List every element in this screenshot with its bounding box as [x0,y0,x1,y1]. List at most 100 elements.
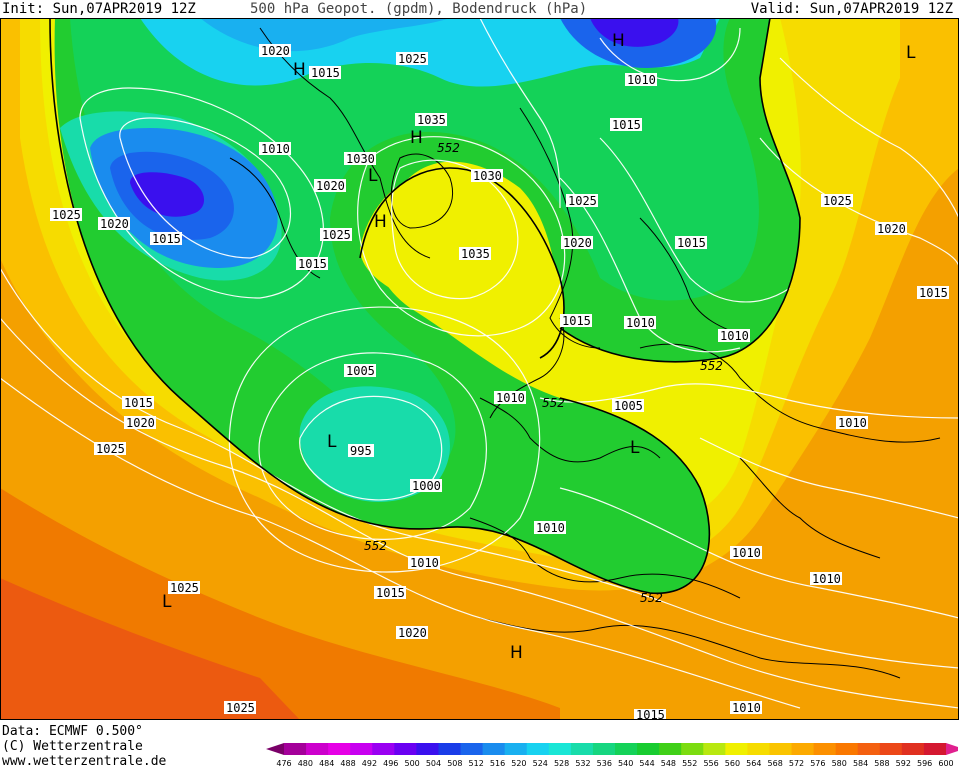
legend-swatch [835,743,859,755]
isobar-label: 1015 [296,257,328,271]
valid-time: Valid: Sun,07APR2019 12Z [750,1,953,17]
svg-text:1025: 1025 [96,442,125,456]
svg-text:1025: 1025 [398,52,427,66]
legend-tick-label: 504 [426,759,441,768]
legend-tick-label: 516 [490,759,505,768]
svg-text:1010: 1010 [410,556,439,570]
legend-tick-label: 584 [853,759,868,768]
isobar-label: 1025 [821,194,853,208]
svg-text:1035: 1035 [417,113,446,127]
legend-swatch [747,743,770,755]
svg-text:1025: 1025 [568,194,597,208]
legend-swatch [681,743,704,755]
isobar-label: 1020 [98,217,130,231]
legend-swatch [592,743,616,755]
legend-swatch [791,743,815,755]
legend-arrow-right [946,743,958,755]
pressure-center: H [410,128,423,148]
isobar-label: 1015 [309,66,341,80]
legend-swatch [615,743,638,755]
legend-tick-label: 576 [810,759,825,768]
map-title: 500 hPa Geopot. (gpdm), Bodendruck (hPa) [250,1,588,17]
legend-tick-label: 476 [276,759,291,768]
legend-swatch [548,743,572,755]
pressure-center: L [162,592,172,612]
isobar-label: 1025 [94,442,126,456]
legend-tick-label: 492 [362,759,377,768]
svg-text:1015: 1015 [376,586,405,600]
svg-text:1005: 1005 [614,399,643,413]
legend-swatch [394,743,417,755]
color-scale-legend: 476 480 484 488 492 496 500 504 508 512 516 520 524 5… [266,743,958,768]
legend-tick-label: 524 [533,759,548,768]
svg-text:1020: 1020 [563,236,592,250]
isobar-label: 1015 [634,708,666,720]
website-url[interactable]: www.wetterzentrale.de [2,754,167,769]
legend-tick-label: 568 [768,759,783,768]
legend-swatch [769,743,793,755]
pressure-center: L [906,43,916,63]
legend-ticks: 476 480 484 488 492 496 500 504 508 512 516 520 524 5… [276,759,953,768]
isobar-label: 1010 [408,556,440,570]
isobar-label: 1015 [675,236,707,250]
isobar-label: 1010 [730,546,762,560]
isobar-lines [0,18,959,709]
legend-swatch [857,743,881,755]
geopotential-low-atlantic [299,386,450,502]
svg-text:1010: 1010 [496,391,525,405]
svg-text:1015: 1015 [152,232,181,246]
isobar-label: 1025 [50,208,82,222]
svg-text:1020: 1020 [126,416,155,430]
svg-text:1030: 1030 [473,169,502,183]
legend-swatch [350,743,373,755]
isobar-label: 1020 [561,236,593,250]
contour-label: 552 [640,591,663,605]
svg-text:1010: 1010 [261,142,290,156]
isobar-label: 1010 [625,73,657,87]
legend-tick-label: 592 [896,759,911,768]
isobar-label: 1020 [259,44,291,58]
isobar-label: 1025 [224,701,256,715]
copyright: (C) Wetterzentrale [2,739,143,754]
legend-swatch [284,743,307,755]
legend-bars [266,743,958,755]
contour-label: 552 [700,359,723,373]
geopotential-band-528 [200,18,450,52]
svg-text:1025: 1025 [52,208,81,222]
geopotential-low-north-core [590,18,679,47]
svg-text:1035: 1035 [461,247,490,261]
pressure-center: H [293,60,306,80]
isobar-label: 1025 [168,581,200,595]
svg-text:1015: 1015 [636,708,665,720]
pressure-center: H [374,212,387,232]
svg-text:1010: 1010 [627,73,656,87]
isobar-label: 1025 [566,194,598,208]
legend-swatch [306,743,329,755]
map-footer: Data: ECMWF 0.500° (C) Wetterzentrale ww… [0,720,959,770]
pressure-centers: H H H L H L L L L H [162,31,916,663]
svg-text:1020: 1020 [261,44,290,58]
legend-tick-label: 480 [298,759,313,768]
svg-text:1015: 1015 [919,286,948,300]
svg-text:1010: 1010 [626,316,655,330]
pressure-center: H [510,643,523,663]
contour-label: 552 [542,396,565,410]
pressure-center: L [327,432,337,452]
legend-swatch [570,743,594,755]
svg-text:1010: 1010 [720,329,749,343]
isobar-label: 1015 [610,118,642,132]
legend-tick-label: 588 [874,759,889,768]
isobar-label: 1035 [459,247,491,261]
svg-text:1015: 1015 [124,396,153,410]
legend-tick-label: 560 [725,759,740,768]
legend-tick-label: 496 [383,759,398,768]
legend-swatch [416,743,439,755]
weather-map[interactable]: 1020 1015 1025 1010 1015 1035 1030 1020 … [0,18,959,720]
isobar-label: 1015 [374,586,406,600]
geopotential-band-544 [70,18,759,478]
svg-text:1030: 1030 [346,152,375,166]
data-source: Data: ECMWF 0.500° [2,724,143,739]
svg-text:1020: 1020 [398,626,427,640]
contour-label: 552 [437,141,460,155]
isobar-label: 1020 [396,626,428,640]
